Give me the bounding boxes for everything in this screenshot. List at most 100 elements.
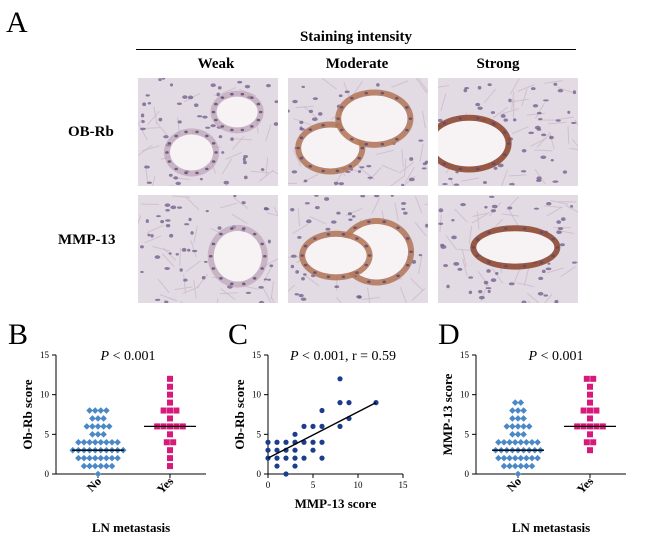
y-axis-label: Ob-Rb score — [20, 379, 35, 449]
data-point — [265, 447, 271, 453]
data-point — [167, 391, 173, 398]
micrograph-mmp13-strong — [438, 195, 578, 303]
data-point — [580, 407, 587, 414]
data-point — [319, 439, 325, 445]
data-point — [511, 462, 519, 470]
micrograph-mmp13-moderate — [288, 195, 428, 303]
data-point — [163, 439, 170, 446]
data-point — [587, 447, 593, 454]
data-point — [100, 423, 107, 430]
data-point — [160, 407, 167, 414]
x-axis-label: MMP-13 score — [295, 496, 377, 511]
data-point — [167, 431, 173, 438]
panel-a-letter: A — [6, 6, 28, 39]
data-point — [590, 439, 597, 446]
x-tick-label: Yes — [574, 474, 596, 496]
row-label-obrb: OB-Rb — [68, 124, 114, 140]
data-point — [100, 415, 107, 422]
chart-c: P < 0.001, r = 0.59 0 5 10 15 0 5 10 15 Ob-Rb sc… — [232, 349, 409, 511]
data-point — [301, 455, 307, 461]
data-point — [500, 462, 508, 470]
data-point — [274, 463, 280, 469]
y-tick-label: 10 — [252, 390, 262, 400]
chart-d-pvalue: P < 0.001 — [528, 349, 584, 364]
data-point — [587, 391, 593, 398]
data-point — [587, 431, 593, 438]
data-point — [167, 463, 173, 470]
data-point — [319, 455, 325, 461]
data-point — [89, 415, 96, 422]
data-point — [523, 462, 530, 470]
data-point — [525, 423, 533, 430]
data-point — [114, 454, 121, 462]
data-point — [167, 447, 173, 454]
data-point — [108, 454, 116, 462]
data-point — [517, 454, 525, 462]
data-point — [265, 439, 271, 445]
data-point — [337, 376, 343, 382]
column-header-strong: Strong — [476, 56, 520, 72]
data-point — [520, 431, 527, 438]
data-point — [167, 407, 173, 414]
data-point — [593, 407, 600, 414]
data-point — [587, 399, 593, 406]
staining-intensity-header: Staining intensity — [299, 29, 413, 45]
data-point — [520, 423, 527, 430]
data-point — [511, 438, 519, 446]
data-point — [167, 455, 173, 462]
data-point — [103, 454, 110, 462]
y-tick-label: 5 — [45, 429, 50, 439]
data-point — [523, 454, 530, 462]
data-point — [86, 438, 93, 446]
data-point — [520, 415, 527, 422]
x-tick-label: 0 — [266, 480, 271, 490]
data-point — [495, 454, 502, 462]
data-point — [100, 431, 107, 438]
chart-b: P < 0.001 0 5 10 15 No Yes Ob-Rb score LN metas… — [20, 349, 206, 535]
data-point — [105, 423, 113, 430]
y-tick-label: 15 — [252, 350, 262, 360]
data-point — [86, 462, 93, 470]
y-tick-label: 10 — [460, 390, 470, 400]
data-point — [97, 462, 105, 470]
data-point — [103, 462, 110, 470]
data-point — [274, 455, 280, 461]
data-point — [587, 407, 593, 414]
data-point — [114, 438, 121, 446]
data-point — [283, 455, 289, 461]
data-point — [587, 415, 593, 422]
data-point — [319, 407, 325, 414]
data-point — [528, 462, 536, 470]
data-point — [517, 438, 525, 446]
data-point — [167, 375, 173, 382]
data-point — [91, 438, 99, 446]
data-point — [97, 454, 105, 462]
data-point — [103, 407, 110, 414]
data-point — [520, 407, 527, 414]
data-point — [91, 462, 99, 470]
y-tick-label: 15 — [40, 350, 50, 360]
data-point — [506, 454, 513, 462]
panel-c-letter: C — [228, 318, 249, 351]
row-label-mmp13: MMP-13 — [58, 232, 116, 248]
data-point — [75, 438, 82, 446]
data-point — [310, 423, 316, 429]
x-tick-label: 5 — [311, 480, 316, 490]
x-tick-label: 10 — [354, 480, 364, 490]
data-point — [274, 447, 280, 453]
data-point — [94, 415, 102, 422]
x-tick-label: No — [504, 474, 524, 494]
x-tick-label: 15 — [399, 480, 409, 490]
data-point — [97, 438, 105, 446]
micrograph-obrb-moderate — [288, 78, 428, 186]
data-point — [511, 454, 519, 462]
data-point — [590, 375, 597, 382]
chart-b-pvalue: P < 0.001 — [100, 349, 156, 364]
data-point — [301, 423, 307, 429]
data-point — [310, 439, 316, 445]
data-point — [80, 462, 88, 470]
data-point — [292, 455, 298, 461]
data-point — [583, 375, 590, 382]
data-point — [80, 438, 88, 446]
data-point — [346, 400, 352, 406]
